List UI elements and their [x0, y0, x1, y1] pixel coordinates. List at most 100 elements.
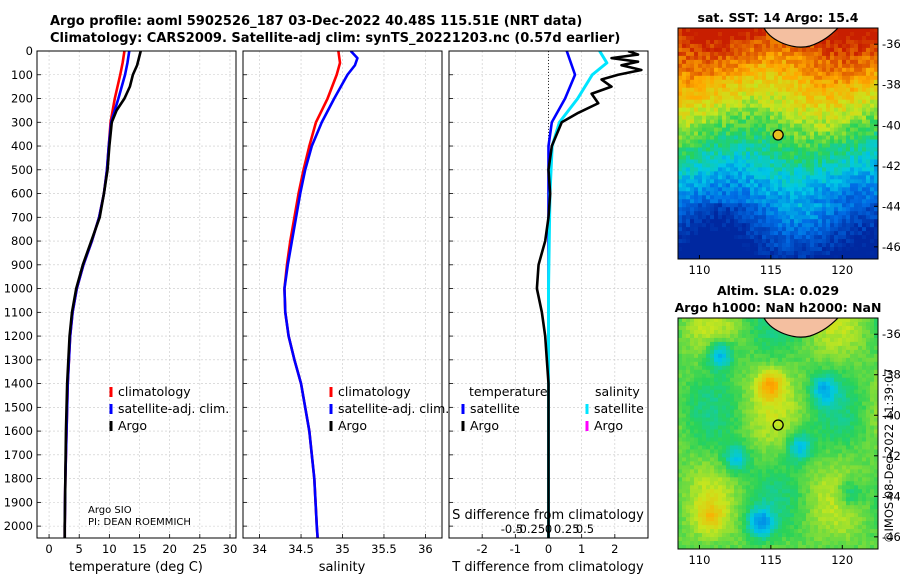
- map-cell: [758, 139, 763, 145]
- map-cell: [718, 63, 723, 69]
- map-cell: [850, 179, 855, 184]
- map-cell: [678, 525, 683, 530]
- map-cell: [782, 183, 787, 188]
- map-cell: [690, 453, 695, 458]
- map-cell: [686, 223, 691, 228]
- map-cell: [802, 247, 807, 252]
- map-cell: [818, 75, 823, 81]
- map-cell: [758, 151, 763, 157]
- map-cell: [706, 223, 711, 228]
- map-cell: [806, 243, 811, 248]
- map-cell: [758, 31, 763, 37]
- map-cell: [714, 521, 719, 526]
- map-cell: [782, 433, 787, 439]
- map-cell: [786, 369, 791, 375]
- map-cell: [698, 473, 703, 478]
- map-cell: [690, 429, 695, 435]
- map-cell: [850, 187, 855, 192]
- map-cell: [722, 445, 727, 451]
- map-cell: [738, 493, 743, 498]
- map-cell: [698, 119, 703, 125]
- map-cell: [762, 35, 767, 41]
- map-cell: [738, 341, 743, 347]
- map-cell: [690, 457, 695, 462]
- map-cell: [802, 191, 807, 196]
- map-cell: [690, 397, 695, 403]
- map-cell: [794, 349, 799, 355]
- map-cell: [762, 167, 767, 172]
- map-cell: [714, 191, 719, 196]
- map-cell: [786, 87, 791, 93]
- map-cell: [802, 385, 807, 391]
- map-cell: [794, 345, 799, 351]
- map-cell: [790, 501, 795, 506]
- map-cell: [810, 397, 815, 403]
- map-cell: [814, 381, 819, 387]
- map-cell: [686, 513, 691, 518]
- map-cell: [722, 47, 727, 53]
- map-cell: [762, 321, 767, 327]
- map-cell: [734, 441, 739, 447]
- map-cell: [698, 127, 703, 133]
- map-cell: [762, 449, 767, 455]
- map-cell: [806, 203, 811, 208]
- map-cell: [874, 187, 878, 192]
- map-cell: [870, 115, 875, 121]
- map-cell: [798, 195, 803, 200]
- map-cell: [830, 71, 835, 77]
- map-cell: [770, 239, 775, 244]
- map-cell: [846, 28, 851, 33]
- map-cell: [706, 469, 711, 474]
- map-cell: [710, 28, 715, 33]
- map-cell: [774, 75, 779, 81]
- map-cell: [830, 75, 835, 81]
- map-cell: [814, 203, 819, 208]
- map-cell: [714, 179, 719, 184]
- map-cell: [774, 187, 779, 192]
- map-cell: [702, 353, 707, 359]
- map-cell: [714, 381, 719, 387]
- map-cell: [690, 35, 695, 41]
- map-cell: [754, 99, 759, 105]
- map-cell: [742, 235, 747, 240]
- map-cell: [774, 345, 779, 351]
- map-cell: [822, 55, 827, 61]
- map-cell: [858, 115, 863, 121]
- map-cell: [718, 325, 723, 331]
- map-cell: [806, 123, 811, 129]
- map-cell: [874, 123, 878, 129]
- map-cell: [694, 461, 699, 466]
- map-cell: [846, 31, 851, 37]
- map-cell: [814, 179, 819, 184]
- map-cell: [726, 67, 731, 73]
- map-cell: [874, 255, 878, 259]
- map-cell: [734, 127, 739, 133]
- map-cell: [814, 421, 819, 427]
- map-cell: [770, 489, 775, 494]
- map-cell: [862, 83, 867, 89]
- map-cell: [714, 477, 719, 482]
- series-group: [535, 51, 643, 538]
- map-cell: [742, 31, 747, 37]
- map-cell: [782, 505, 787, 510]
- map-cell: [682, 377, 687, 383]
- map-cell: [842, 187, 847, 192]
- map-cell: [754, 63, 759, 69]
- map-cell: [746, 47, 751, 53]
- map-cell: [746, 83, 751, 89]
- map-cell: [694, 529, 699, 534]
- map-cell: [722, 71, 727, 77]
- map-cell: [746, 123, 751, 129]
- map-cell: [814, 199, 819, 204]
- map-cell: [754, 437, 759, 443]
- map-cell: [718, 417, 723, 423]
- map-cell: [874, 47, 878, 53]
- map-cell: [706, 353, 711, 359]
- map-cell: [754, 155, 759, 161]
- map-cell: [782, 353, 787, 359]
- map-cell: [722, 223, 727, 228]
- map-cell: [774, 405, 779, 411]
- map-cell: [746, 147, 751, 153]
- map-cell: [814, 337, 819, 343]
- map-cell: [766, 537, 771, 542]
